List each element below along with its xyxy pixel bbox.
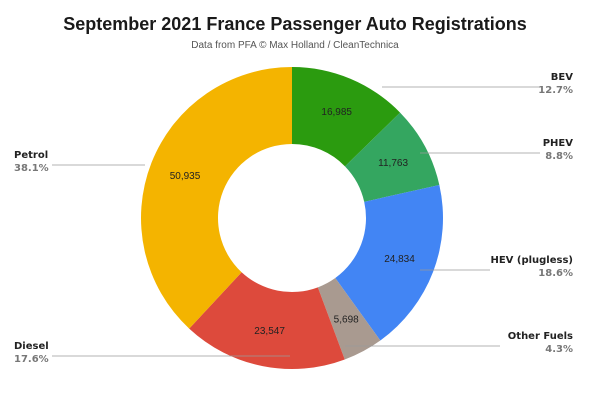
slice-labels-group: 16,985 11,763 24,834 5,698 23,547 50,935 — [170, 107, 416, 337]
legend-percent: 18.6% — [538, 268, 573, 279]
legend-name: HEV (plugless) — [490, 255, 573, 266]
legend-percent: 4.3% — [545, 344, 573, 355]
legend-name: Diesel — [14, 341, 49, 352]
slice-value-label: 11,763 — [378, 158, 408, 169]
legend-percent: 17.6% — [14, 354, 49, 365]
slice-phev — [344, 112, 440, 202]
legend-percent: 8.8% — [545, 151, 573, 162]
slice-hev-plugless — [335, 184, 443, 341]
slice-value-label: 23,547 — [254, 326, 285, 337]
slice-other-fuels — [317, 278, 381, 360]
slices-group — [140, 67, 443, 369]
slice-value-label: 16,985 — [321, 107, 352, 118]
chart-subtitle: Data from PFA © Max Holland / CleanTechn… — [191, 40, 399, 51]
slice-bev — [292, 67, 401, 167]
slice-value-label: 24,834 — [384, 254, 415, 265]
legend-percent: 12.7% — [538, 85, 573, 96]
legend-name: Petrol — [14, 150, 48, 161]
chart-title: September 2021 France Passenger Auto Reg… — [63, 14, 527, 34]
legend-group: BEV 12.7% PHEV 8.8% HEV (plugless) 18.6% Other… — [14, 72, 573, 365]
slice-petrol — [140, 67, 292, 329]
legend-percent: 38.1% — [14, 163, 49, 174]
slice-value-label: 50,935 — [170, 171, 201, 182]
slice-value-label: 5,698 — [334, 314, 359, 325]
legend-name: Other Fuels — [508, 331, 573, 342]
slice-diesel — [189, 272, 345, 369]
legend-name: BEV — [551, 72, 573, 83]
legend-name: PHEV — [543, 138, 574, 149]
